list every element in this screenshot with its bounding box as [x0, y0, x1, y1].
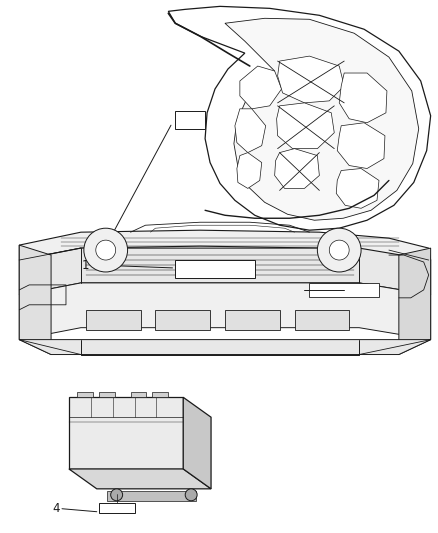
Polygon shape	[99, 503, 134, 513]
Polygon shape	[309, 283, 379, 297]
Circle shape	[96, 240, 116, 260]
Polygon shape	[225, 18, 419, 220]
Circle shape	[329, 240, 349, 260]
Polygon shape	[278, 56, 344, 103]
Polygon shape	[19, 283, 431, 340]
Polygon shape	[225, 310, 279, 330]
Polygon shape	[237, 152, 262, 188]
Polygon shape	[19, 230, 431, 260]
Polygon shape	[107, 491, 196, 501]
Circle shape	[185, 489, 197, 501]
Circle shape	[111, 489, 123, 501]
Polygon shape	[86, 310, 141, 330]
Text: 4: 4	[53, 502, 60, 515]
Polygon shape	[294, 310, 349, 330]
Polygon shape	[399, 248, 431, 354]
Polygon shape	[19, 245, 51, 354]
Polygon shape	[19, 340, 431, 354]
Polygon shape	[69, 397, 183, 469]
Polygon shape	[19, 248, 431, 295]
Circle shape	[84, 228, 127, 272]
Polygon shape	[339, 73, 387, 123]
Polygon shape	[336, 168, 379, 208]
Polygon shape	[175, 260, 255, 278]
Polygon shape	[235, 109, 266, 152]
Polygon shape	[77, 392, 93, 397]
Polygon shape	[99, 392, 115, 397]
Polygon shape	[175, 111, 205, 129]
Text: 2: 2	[349, 284, 357, 296]
Polygon shape	[155, 310, 210, 330]
Polygon shape	[240, 66, 282, 109]
Polygon shape	[183, 397, 211, 489]
Text: 1: 1	[81, 259, 89, 271]
Polygon shape	[152, 392, 168, 397]
Polygon shape	[168, 6, 431, 230]
Polygon shape	[275, 149, 319, 188]
Polygon shape	[277, 103, 334, 149]
Polygon shape	[131, 392, 146, 397]
Circle shape	[318, 228, 361, 272]
Polygon shape	[69, 469, 211, 489]
Polygon shape	[337, 123, 385, 168]
